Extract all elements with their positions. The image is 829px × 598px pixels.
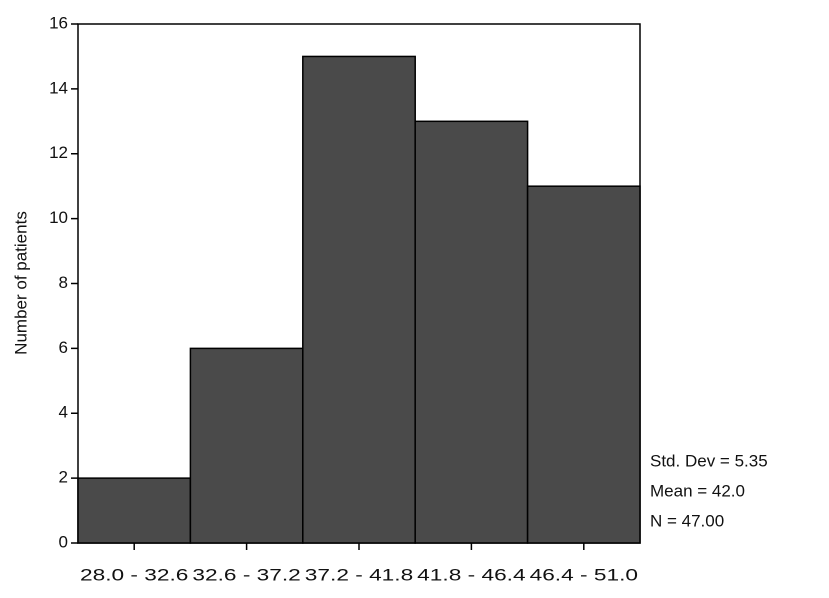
y-tick-label: 0	[59, 532, 68, 551]
x-tick-label: 32.6 - 37.2	[192, 565, 300, 584]
bar	[414, 120, 529, 544]
y-tick-label: 14	[49, 78, 68, 97]
x-tick-label: 46.4 - 51.0	[530, 565, 638, 584]
x-tick-label: 28.0 - 32.6	[80, 565, 188, 584]
bar	[77, 477, 192, 544]
annotation: N = 47.00	[650, 511, 724, 530]
annotation: Mean = 42.0	[650, 481, 745, 500]
y-tick-label: 6	[59, 338, 68, 357]
y-tick-label: 16	[49, 13, 68, 32]
y-tick-label: 4	[59, 403, 68, 422]
y-tick-label: 10	[49, 208, 68, 227]
bar	[302, 55, 416, 544]
y-tick-label: 2	[59, 468, 68, 487]
y-tick-label: 12	[49, 143, 68, 162]
x-tick-label: 41.8 - 46.4	[417, 565, 525, 584]
x-tick-label: 37.2 - 41.8	[305, 565, 413, 584]
annotation: Std. Dev = 5.35	[650, 451, 768, 470]
bar	[526, 185, 641, 544]
y-tick-label: 8	[59, 273, 68, 292]
y-axis-label: Number of patients	[11, 211, 30, 355]
bar	[189, 347, 304, 544]
